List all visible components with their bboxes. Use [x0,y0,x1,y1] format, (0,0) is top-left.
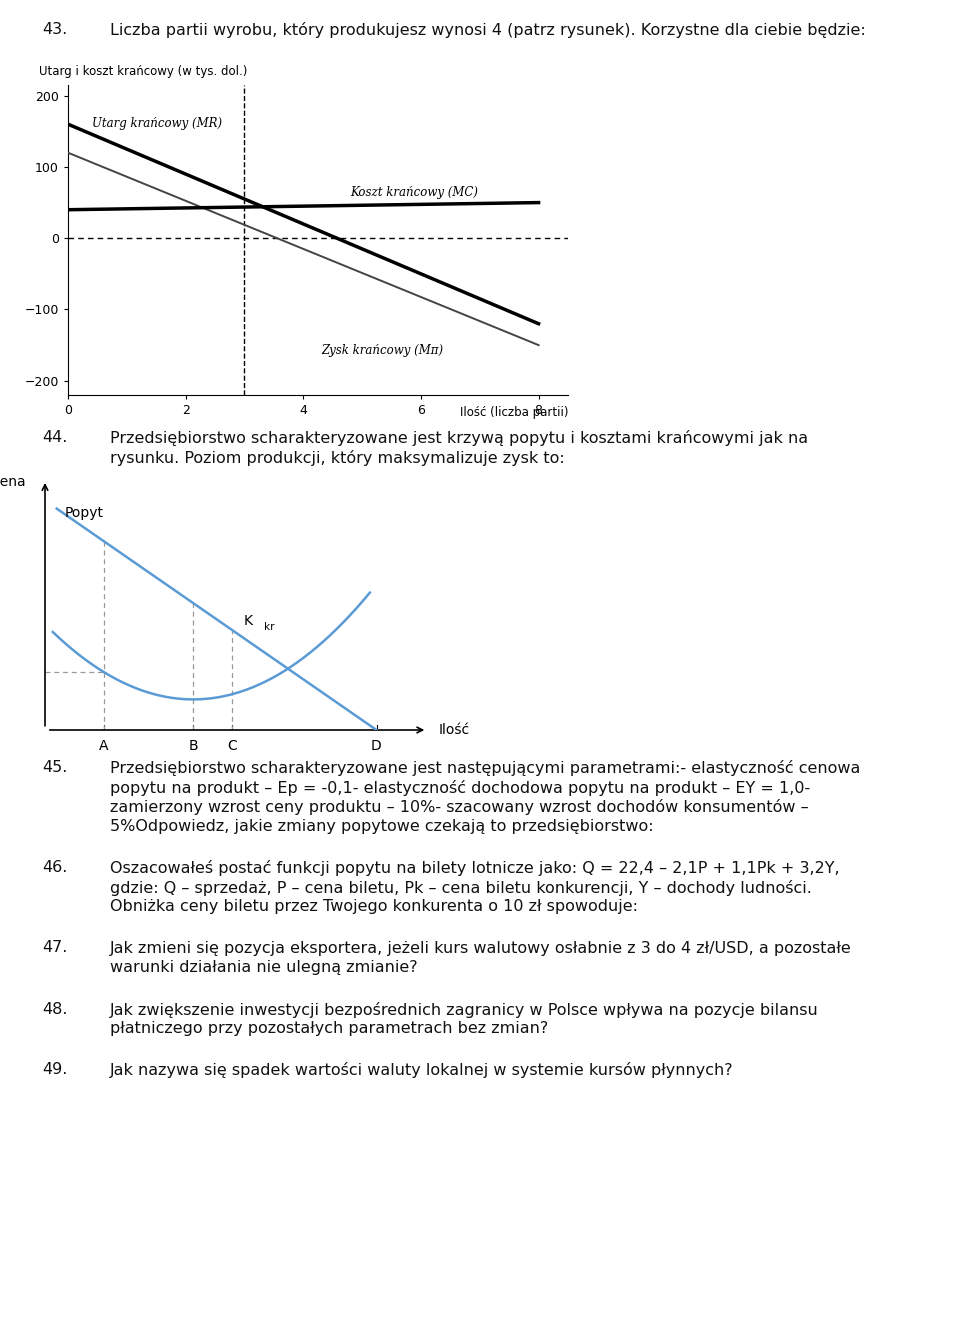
Text: Obniżka ceny biletu przez Twojego konkurenta o 10 zł spowoduje:: Obniżka ceny biletu przez Twojego konkur… [110,899,638,914]
Text: 43.: 43. [42,22,67,38]
Text: 46.: 46. [42,860,67,875]
Text: Przedsiębiorstwo scharakteryzowane jest krzywą popytu i kosztami krańcowymi jak : Przedsiębiorstwo scharakteryzowane jest … [110,430,808,446]
Text: Jak nazywa się spadek wartości waluty lokalnej w systemie kursów płynnych?: Jak nazywa się spadek wartości waluty lo… [110,1063,733,1078]
Text: D: D [372,739,382,753]
Text: Ilość (liczba partii): Ilość (liczba partii) [460,406,568,419]
Text: 45.: 45. [42,759,67,775]
Text: Utarg krańcowy (MR): Utarg krańcowy (MR) [91,117,222,130]
Text: K: K [244,614,252,628]
Text: kr: kr [264,622,275,632]
Text: popytu na produkt – Ep = -0,1- elastyczność dochodowa popytu na produkt – EY = 1: popytu na produkt – Ep = -0,1- elastyczn… [110,780,810,796]
Text: C: C [228,739,237,753]
Text: płatniczego przy pozostałych parametrach bez zmian?: płatniczego przy pozostałych parametrach… [110,1021,548,1036]
Text: 44.: 44. [42,430,67,445]
Text: A: A [99,739,108,753]
Text: Oszacowałeś postać funkcji popytu na bilety lotnicze jako: Q = 22,4 – 2,1P + 1,1: Oszacowałeś postać funkcji popytu na bil… [110,860,840,876]
Text: B: B [188,739,198,753]
Text: gdzie: Q – sprzedaż, P – cena biletu, Pk – cena biletu konkurencji, Y – dochody : gdzie: Q – sprzedaż, P – cena biletu, Pk… [110,879,812,895]
Text: Popyt: Popyt [64,505,104,520]
Text: Jak zmieni się pozycja eksportera, jeżeli kurs walutowy osłabnie z 3 do 4 zł/USD: Jak zmieni się pozycja eksportera, jeżel… [110,941,852,956]
Text: Jak zwiększenie inwestycji bezpośrednich zagranicy w Polsce wpływa na pozycje bi: Jak zwiększenie inwestycji bezpośrednich… [110,1001,819,1017]
Text: Ilość: Ilość [439,723,470,737]
Text: warunki działania nie ulegną zmianie?: warunki działania nie ulegną zmianie? [110,960,418,974]
Text: 49.: 49. [42,1063,67,1078]
Text: Utarg i koszt krańcowy (w tys. dol.): Utarg i koszt krańcowy (w tys. dol.) [38,65,247,78]
Text: Koszt krańcowy (MC): Koszt krańcowy (MC) [350,185,478,199]
Text: Liczba partii wyrobu, który produkujesz wynosi 4 (patrz rysunek). Korzystne dla : Liczba partii wyrobu, który produkujesz … [110,22,866,38]
Text: Cena: Cena [0,474,26,489]
Text: 5%Odpowiedz, jakie zmiany popytowe czekają to przedsiębiorstwo:: 5%Odpowiedz, jakie zmiany popytowe czeka… [110,818,654,833]
Text: Przedsiębiorstwo scharakteryzowane jest następującymi parametrami:- elastyczność: Przedsiębiorstwo scharakteryzowane jest … [110,759,860,775]
Text: 48.: 48. [42,1001,67,1016]
Text: 47.: 47. [42,941,67,956]
Text: rysunku. Poziom produkcji, który maksymalizuje zysk to:: rysunku. Poziom produkcji, który maksyma… [110,449,564,465]
Text: Zysk krańcowy (Mπ): Zysk krańcowy (Mπ) [321,344,444,356]
Text: zamierzony wzrost ceny produktu – 10%- szacowany wzrost dochodów konsumentów –: zamierzony wzrost ceny produktu – 10%- s… [110,798,808,814]
